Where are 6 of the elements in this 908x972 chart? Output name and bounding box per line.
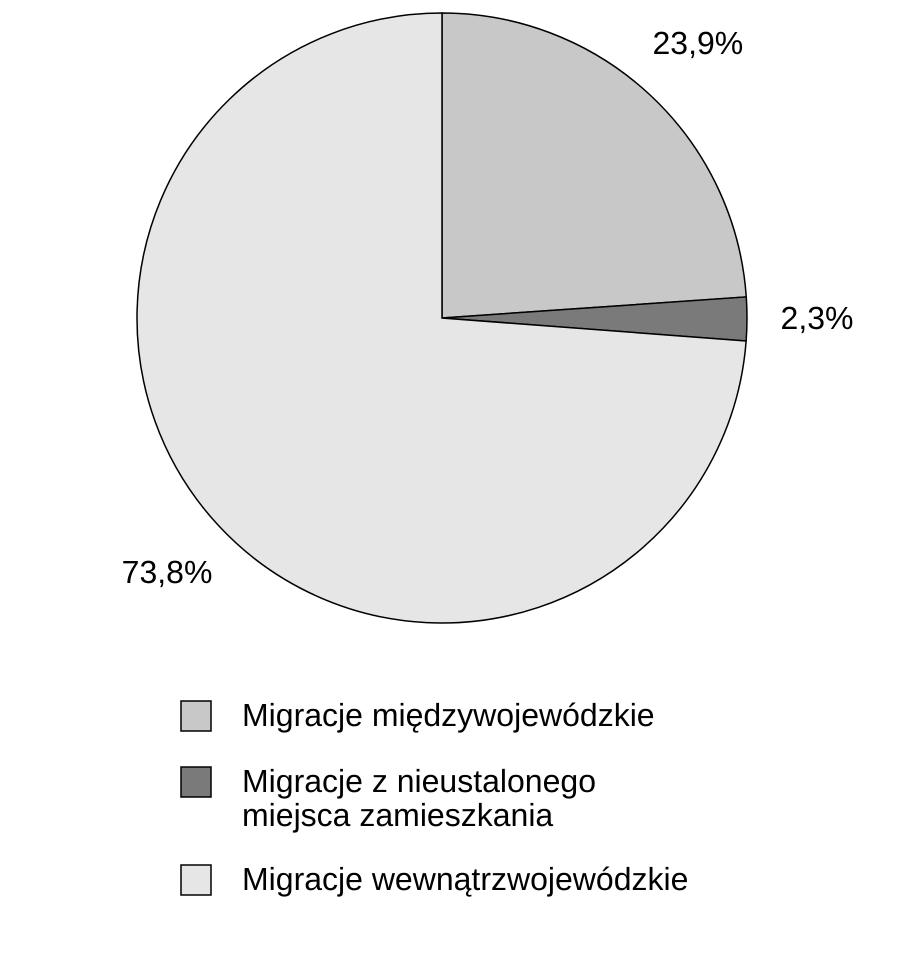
data-label: 2,3% — [780, 300, 854, 336]
data-label: 73,8% — [122, 554, 212, 590]
data-label: 23,9% — [652, 24, 744, 61]
legend-label: Migracje międzywojewódzkie — [242, 697, 655, 733]
legend-label: Migracje wewnątrzwojewódzkie — [242, 861, 688, 897]
legend-label: Migracje z nieustalonego miejsca zamieszkania — [242, 763, 596, 833]
